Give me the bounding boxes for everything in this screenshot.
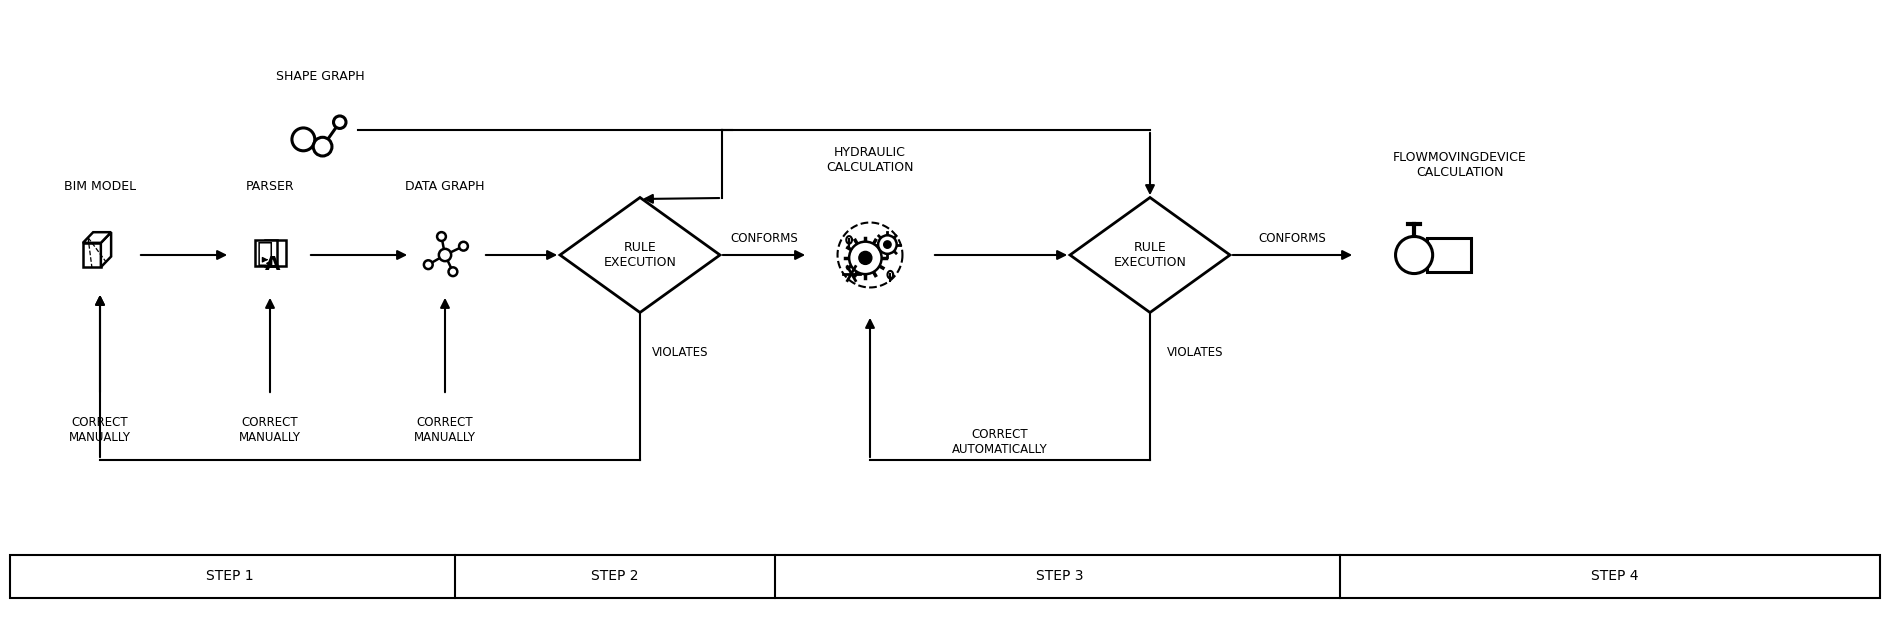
Text: VIOLATES: VIOLATES — [1166, 345, 1222, 358]
Polygon shape — [559, 198, 720, 312]
Circle shape — [314, 137, 332, 156]
FancyBboxPatch shape — [1421, 248, 1430, 262]
Circle shape — [858, 251, 871, 264]
Text: PARSER: PARSER — [246, 180, 295, 193]
Circle shape — [291, 128, 315, 151]
Text: STEP 1: STEP 1 — [206, 570, 253, 583]
Text: STEP 4: STEP 4 — [1591, 570, 1638, 583]
Text: STEP 3: STEP 3 — [1035, 570, 1082, 583]
Text: RULE
EXECUTION: RULE EXECUTION — [1113, 241, 1186, 269]
Text: CORRECT
MANUALLY: CORRECT MANUALLY — [238, 416, 300, 444]
Polygon shape — [83, 232, 111, 243]
Circle shape — [1394, 236, 1432, 273]
Circle shape — [436, 232, 446, 241]
Text: CORRECT
MANUALLY: CORRECT MANUALLY — [414, 416, 476, 444]
Text: FLOWMOVINGDEVICE
CALCULATION: FLOWMOVINGDEVICE CALCULATION — [1392, 151, 1526, 179]
Circle shape — [332, 116, 346, 128]
Circle shape — [848, 242, 880, 274]
Circle shape — [884, 241, 890, 248]
Text: RULE
EXECUTION: RULE EXECUTION — [603, 241, 676, 269]
Circle shape — [878, 235, 895, 254]
FancyBboxPatch shape — [9, 555, 1880, 598]
Text: CORRECT
MANUALLY: CORRECT MANUALLY — [70, 416, 130, 444]
FancyBboxPatch shape — [264, 241, 287, 266]
Text: CONFORMS: CONFORMS — [1258, 232, 1326, 246]
FancyBboxPatch shape — [1426, 238, 1470, 272]
Text: BIM MODEL: BIM MODEL — [64, 180, 136, 193]
Circle shape — [423, 260, 433, 269]
Text: SHAPE GRAPH: SHAPE GRAPH — [276, 71, 365, 84]
Text: STEP 2: STEP 2 — [591, 570, 638, 583]
Circle shape — [459, 242, 468, 250]
Text: DATA GRAPH: DATA GRAPH — [404, 180, 484, 193]
Text: 文: 文 — [257, 241, 274, 267]
Circle shape — [448, 267, 457, 276]
Text: VIOLATES: VIOLATES — [652, 345, 708, 358]
Circle shape — [438, 249, 451, 261]
Text: CORRECT
AUTOMATICALLY: CORRECT AUTOMATICALLY — [952, 428, 1047, 456]
Polygon shape — [83, 243, 100, 267]
Text: CONFORMS: CONFORMS — [729, 232, 797, 246]
Polygon shape — [1069, 198, 1230, 312]
FancyBboxPatch shape — [255, 240, 278, 265]
Text: A: A — [264, 255, 281, 275]
Text: HYDRAULIC
CALCULATION: HYDRAULIC CALCULATION — [825, 146, 912, 174]
Polygon shape — [100, 232, 111, 267]
